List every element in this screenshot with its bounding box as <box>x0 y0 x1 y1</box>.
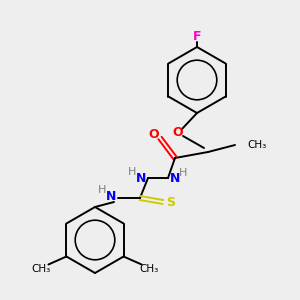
Text: H: H <box>128 167 136 177</box>
Text: CH₃: CH₃ <box>247 140 266 150</box>
Text: S: S <box>167 196 176 208</box>
Text: N: N <box>136 172 146 185</box>
Text: O: O <box>149 128 159 140</box>
Text: N: N <box>170 172 180 185</box>
Text: F: F <box>193 31 201 44</box>
Text: O: O <box>173 127 183 140</box>
Text: H: H <box>98 185 106 195</box>
Text: CH₃: CH₃ <box>32 265 51 275</box>
Text: CH₃: CH₃ <box>139 265 158 275</box>
Text: N: N <box>106 190 116 203</box>
Text: H: H <box>179 168 187 178</box>
